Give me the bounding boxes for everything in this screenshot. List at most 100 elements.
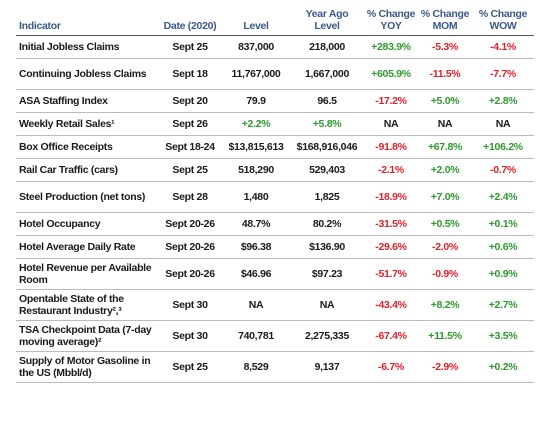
cell-value: +0.5% <box>418 212 472 236</box>
table-row: Supply of Motor Gasoline in the US (Mbbl… <box>16 351 534 383</box>
header-row: Indicator Date (2020) Level Year Ago Level%… <box>16 8 534 36</box>
cell-value: -7.7% <box>472 58 534 90</box>
table-row: Continuing Jobless Claims Sept 18 11,767,0… <box>16 58 534 90</box>
cell-value: Sept 30 <box>158 289 222 321</box>
cell-value: +0.6% <box>472 235 534 259</box>
indicator-name: Opentable State of the Restaurant Indust… <box>16 289 158 321</box>
table-row: Initial Jobless Claims Sept 25 837,000 218,… <box>16 35 534 59</box>
cell-value: +2.7% <box>472 289 534 321</box>
cell-value: +0.2% <box>472 351 534 383</box>
cell-value: 80.2% <box>290 212 364 236</box>
cell-value: +0.9% <box>472 258 534 290</box>
cell-value: -2.1% <box>364 158 418 182</box>
cell-value: Sept 20-26 <box>158 258 222 290</box>
cell-value: +2.4% <box>472 181 534 213</box>
cell-value: NA <box>364 112 418 136</box>
cell-value: -2.9% <box>418 351 472 383</box>
indicator-name: ASA Staffing Index <box>16 89 158 113</box>
table-container: Indicator Date (2020) Level Year Ago Level%… <box>16 8 534 383</box>
cell-value: 518,290 <box>222 158 290 182</box>
cell-value: Sept 18 <box>158 58 222 90</box>
table-row: Box Office Receipts Sept 18-24 $13,815,613… <box>16 135 534 159</box>
column-header: % Change WOW <box>472 8 534 36</box>
cell-value: +0.1% <box>472 212 534 236</box>
table-row: Hotel Revenue per Available Room Sept 20-… <box>16 258 534 290</box>
cell-value: NA <box>290 289 364 321</box>
table-row: Hotel Average Daily Rate Sept 20-26 $96.38… <box>16 235 534 259</box>
table-row: Weekly Retail Sales¹ Sept 26 +2.2% +5.8% NA N… <box>16 112 534 136</box>
cell-value: 9,137 <box>290 351 364 383</box>
table-row: Opentable State of the Restaurant Indust… <box>16 289 534 321</box>
cell-value: $96.38 <box>222 235 290 259</box>
cell-value: -6.7% <box>364 351 418 383</box>
indicator-name: Hotel Occupancy <box>16 212 158 236</box>
indicator-name: Continuing Jobless Claims <box>16 58 158 90</box>
cell-value: -67.4% <box>364 320 418 352</box>
column-header: % Change YOY <box>364 8 418 36</box>
indicator-name: Weekly Retail Sales¹ <box>16 112 158 136</box>
cell-value: $136.90 <box>290 235 364 259</box>
indicator-name: Hotel Average Daily Rate <box>16 235 158 259</box>
cell-value: -2.0% <box>418 235 472 259</box>
cell-value: $168,916,046 <box>290 135 364 159</box>
cell-value: +605.9% <box>364 58 418 90</box>
cell-value: +8.2% <box>418 289 472 321</box>
indicator-name: Rail Car Traffic (cars) <box>16 158 158 182</box>
cell-value: NA <box>418 112 472 136</box>
cell-value: 1,667,000 <box>290 58 364 90</box>
indicator-name: Supply of Motor Gasoline in the US (Mbbl… <box>16 351 158 383</box>
cell-value: 96.5 <box>290 89 364 113</box>
cell-value: +283.9% <box>364 35 418 59</box>
cell-value: Sept 18-24 <box>158 135 222 159</box>
cell-value: +2.0% <box>418 158 472 182</box>
cell-value: -4.1% <box>472 35 534 59</box>
cell-value: Sept 25 <box>158 351 222 383</box>
cell-value: 2,275,335 <box>290 320 364 352</box>
cell-value: $13,815,613 <box>222 135 290 159</box>
cell-value: 740,781 <box>222 320 290 352</box>
cell-value: -29.6% <box>364 235 418 259</box>
cell-value: -11.5% <box>418 58 472 90</box>
cell-value: 529,403 <box>290 158 364 182</box>
cell-value: -91.8% <box>364 135 418 159</box>
cell-value: NA <box>472 112 534 136</box>
table-row: ASA Staffing Index Sept 20 79.9 96.5 -17.2% +… <box>16 89 534 113</box>
cell-value: +5.8% <box>290 112 364 136</box>
indicator-name: Hotel Revenue per Available Room <box>16 258 158 290</box>
cell-value: -18.9% <box>364 181 418 213</box>
cell-value: 837,000 <box>222 35 290 59</box>
table-body: Initial Jobless Claims Sept 25 837,000 218,… <box>16 35 534 383</box>
column-header: Indicator <box>16 8 158 36</box>
cell-value: -51.7% <box>364 258 418 290</box>
cell-value: +3.5% <box>472 320 534 352</box>
cell-value: -0.9% <box>418 258 472 290</box>
column-header: Date (2020) <box>158 8 222 36</box>
column-header: % Change MOM <box>418 8 472 36</box>
cell-value: +7.0% <box>418 181 472 213</box>
cell-value: 11,767,000 <box>222 58 290 90</box>
column-header: Year Ago Level <box>290 8 364 36</box>
indicator-name: TSA Checkpoint Data (7-day moving averag… <box>16 320 158 352</box>
cell-value: +106.2% <box>472 135 534 159</box>
table-row: TSA Checkpoint Data (7-day moving averag… <box>16 320 534 352</box>
cell-value: NA <box>222 289 290 321</box>
cell-value: -5.3% <box>418 35 472 59</box>
table-row: Hotel Occupancy Sept 20-26 48.7% 80.2% -31.5… <box>16 212 534 236</box>
indicator-name: Initial Jobless Claims <box>16 35 158 59</box>
cell-value: -31.5% <box>364 212 418 236</box>
cell-value: -43.4% <box>364 289 418 321</box>
cell-value: Sept 20-26 <box>158 212 222 236</box>
cell-value: Sept 26 <box>158 112 222 136</box>
cell-value: Sept 30 <box>158 320 222 352</box>
cell-value: Sept 20-26 <box>158 235 222 259</box>
cell-value: 79.9 <box>222 89 290 113</box>
cell-value: +2.8% <box>472 89 534 113</box>
cell-value: -17.2% <box>364 89 418 113</box>
indicator-name: Steel Production (net tons) <box>16 181 158 213</box>
cell-value: 48.7% <box>222 212 290 236</box>
cell-value: -0.7% <box>472 158 534 182</box>
cell-value: 1,825 <box>290 181 364 213</box>
cell-value: Sept 20 <box>158 89 222 113</box>
cell-value: Sept 25 <box>158 158 222 182</box>
